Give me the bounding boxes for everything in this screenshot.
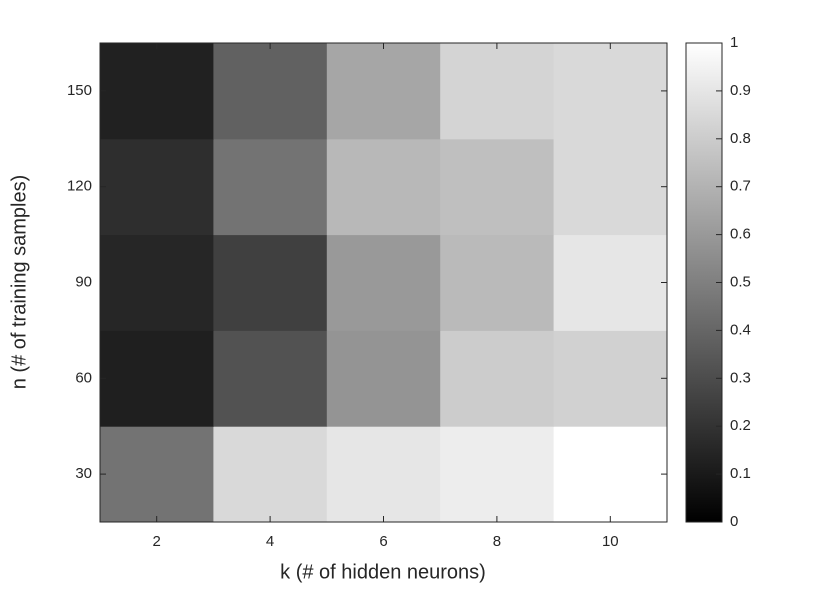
colorbar-tick-label: 0.8 [730, 130, 751, 147]
colorbar-tick-label: 0.2 [730, 417, 751, 434]
heatmap-cell [440, 330, 555, 427]
heatmap-cell [100, 234, 214, 331]
heatmap-cell [440, 138, 555, 236]
heatmap-cell [553, 234, 668, 331]
x-tick-label: 8 [493, 533, 501, 550]
heatmap-cell [553, 426, 668, 523]
colorbar-tick-label: 0.4 [730, 321, 751, 338]
heatmap-cell [213, 426, 328, 523]
x-tick-label: 2 [153, 533, 161, 550]
x-tick-label: 10 [602, 533, 619, 550]
x-tick-label: 6 [379, 533, 387, 550]
heatmap-cell [100, 138, 214, 236]
heatmap-cell [440, 43, 555, 140]
heatmap-cell [213, 330, 328, 427]
y-tick-label: 30 [75, 465, 92, 482]
heatmap-cell [326, 43, 441, 140]
colorbar-tick-label: 0.3 [730, 369, 751, 386]
heatmap-cell [553, 138, 668, 236]
colorbar-tick-label: 0 [730, 513, 738, 530]
heatmap-cell [100, 330, 214, 427]
y-tick-label: 60 [75, 369, 92, 386]
heatmap-cells [100, 43, 668, 523]
colorbar-tick-label: 1 [730, 34, 738, 51]
colorbar-tick-label: 0.6 [730, 226, 751, 243]
x-tick-label: 4 [266, 533, 274, 550]
y-tick-label: 120 [67, 178, 92, 195]
heatmap-cell [440, 234, 555, 331]
heatmap-cell [326, 138, 441, 236]
heatmap-cell [100, 426, 214, 523]
heatmap-cell [213, 43, 328, 140]
heatmap-cell [440, 426, 555, 523]
heatmap-cell [326, 330, 441, 427]
colorbar-tick-label: 0.5 [730, 273, 751, 290]
y-tick-label: 90 [75, 273, 92, 290]
heatmap-cell [326, 234, 441, 331]
x-axis-label: k (# of hidden neurons) [280, 561, 486, 583]
heatmap-cell [213, 234, 328, 331]
colorbar-tick-label: 0.1 [730, 465, 751, 482]
y-tick-label: 150 [67, 82, 92, 99]
y-axis-label: n (# of training samples) [8, 175, 30, 390]
heatmap-cell [326, 426, 441, 523]
heatmap-cell [553, 43, 668, 140]
colorbar-tick-label: 0.9 [730, 82, 751, 99]
heatmap-cell [100, 43, 214, 140]
heatmap-cell [213, 138, 328, 236]
colorbar-tick-label: 0.7 [730, 178, 751, 195]
heatmap-cell [553, 330, 668, 427]
